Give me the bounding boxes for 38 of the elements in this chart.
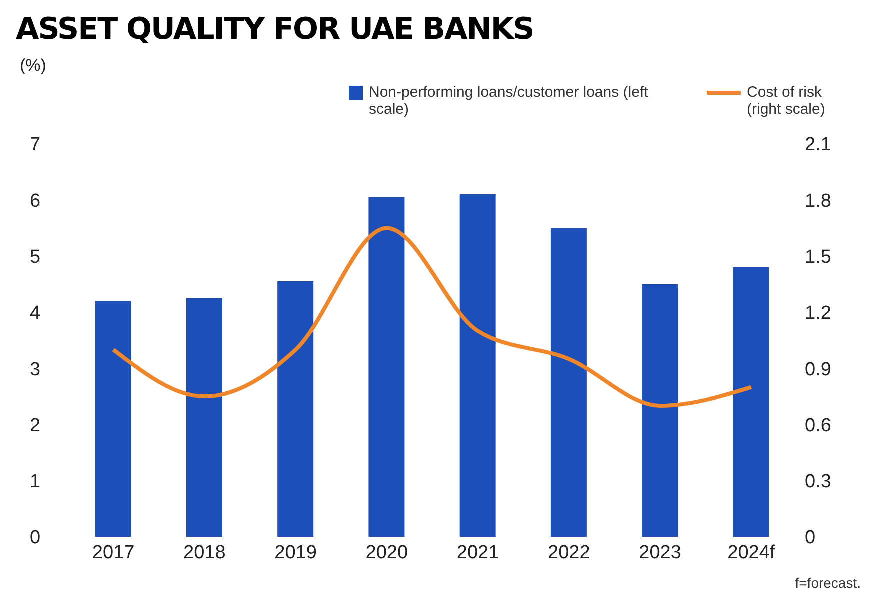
x-tick-label: 2021	[456, 542, 500, 564]
y2-tick-label: 1.8	[805, 190, 832, 212]
bar	[550, 228, 587, 537]
y-axis-title: (%)	[20, 56, 46, 76]
y2-tick-label: 1.2	[805, 303, 832, 324]
bar	[95, 301, 132, 537]
x-tick-label: 2020	[366, 542, 408, 564]
bar	[278, 282, 314, 537]
y2-tick-label: 0.3	[805, 472, 832, 493]
y2-tick-label: 0.6	[805, 415, 832, 436]
line-series	[112, 226, 754, 408]
y2-tick-label: 2.1	[805, 134, 832, 156]
bar	[642, 284, 678, 537]
y-tick-label: 0	[30, 528, 41, 549]
bar	[733, 268, 770, 537]
y2-tick-label: 0.9	[805, 359, 832, 380]
x-tick-label: 2019	[274, 542, 317, 564]
x-tick-label: 2018	[184, 542, 226, 564]
x-tick-label: 2023	[639, 542, 682, 564]
legend-label: Cost of risk (right scale)	[747, 84, 826, 118]
y-tick-label: 5	[30, 247, 41, 268]
y-tick-label: 7	[30, 134, 41, 156]
y-tick-label: 3	[30, 359, 41, 380]
x-tick-label: 2022	[548, 542, 590, 564]
text: f=forecast.	[795, 575, 861, 591]
y-tick-label: 1	[30, 472, 41, 493]
bar	[368, 197, 405, 537]
bar	[186, 298, 222, 537]
y-tick-label: 4	[30, 303, 41, 324]
y-tick-label: 2	[30, 415, 41, 436]
x-tick-label: 2024f	[728, 542, 776, 564]
x-tick-label: 2017	[92, 542, 135, 564]
bar	[460, 194, 496, 537]
y2-tick-label: 0	[805, 528, 816, 549]
y2-tick-label: 1.5	[805, 247, 832, 268]
y-tick-label: 6	[30, 190, 41, 212]
legend-label: Non-performing loans/customer loans (left scale)	[369, 84, 650, 118]
chart-title: ASSET QUALITY FOR UAE BANKS	[16, 12, 534, 47]
